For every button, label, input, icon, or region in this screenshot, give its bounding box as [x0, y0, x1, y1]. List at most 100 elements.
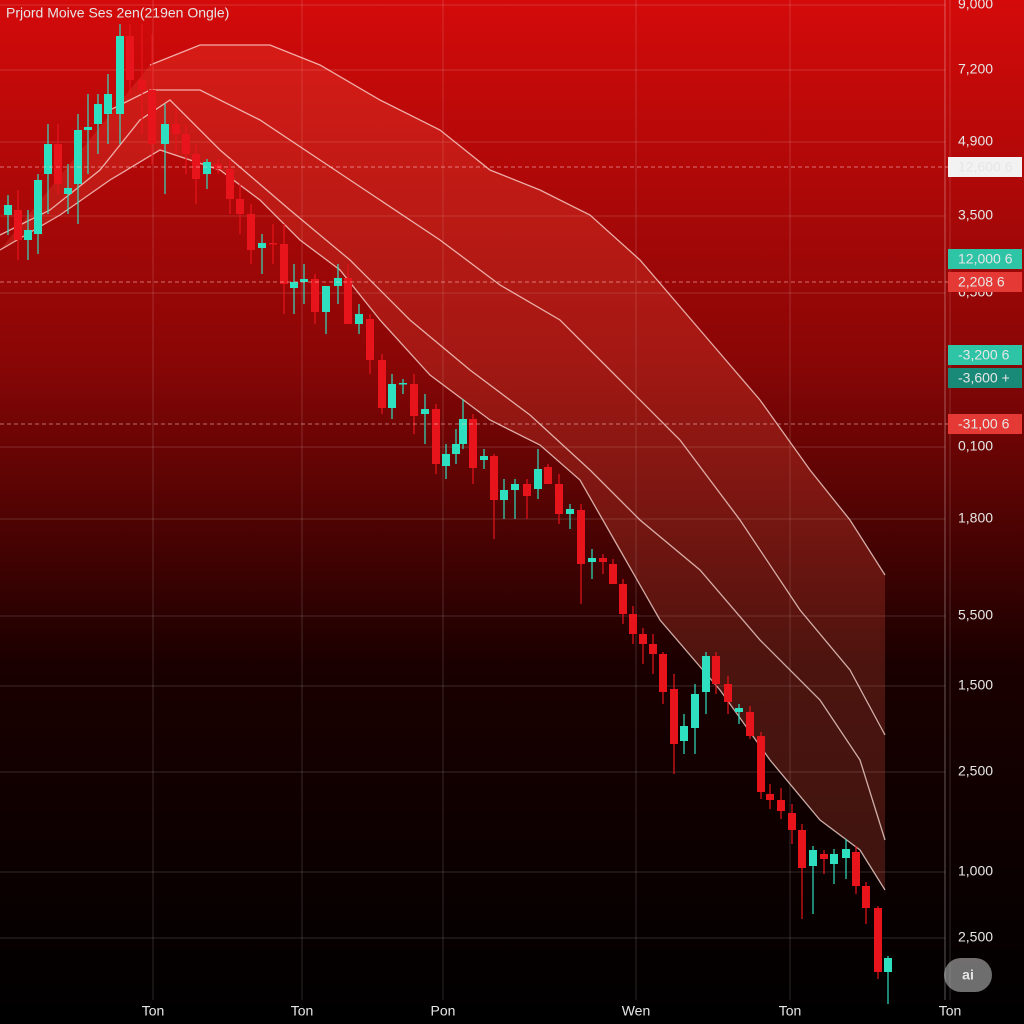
candle-body [344, 278, 352, 324]
candle-body [735, 708, 743, 712]
y-tick-label: 1,800 [958, 510, 993, 526]
candle-body [126, 36, 134, 80]
candle-body [566, 509, 574, 514]
y-tick-label: 4,900 [958, 133, 993, 149]
y-tick-label: 1,000 [958, 863, 993, 879]
y-tick-label: 7,200 [958, 61, 993, 77]
candle-body [366, 319, 374, 360]
y-tick-label: 2,500 [958, 929, 993, 945]
candle-body [226, 169, 234, 199]
watermark-badge [944, 958, 992, 992]
candle-body [34, 180, 42, 234]
candle-body [172, 124, 180, 134]
candle-body [555, 484, 563, 514]
y-tick-label: 1,500 [958, 677, 993, 693]
candle-body [639, 634, 647, 644]
candle-body [659, 654, 667, 692]
candle-body [830, 854, 838, 864]
candle-body [884, 958, 892, 972]
candle-body [355, 314, 363, 324]
price-tag-label: -3,200 6 [958, 347, 1010, 363]
candle-body [84, 127, 92, 130]
candle-body [874, 908, 882, 972]
y-tick-label: 9,000 [958, 0, 993, 12]
candle-body [724, 684, 732, 702]
candle-body [300, 279, 308, 282]
candle-body [24, 230, 32, 240]
candle-body [544, 467, 552, 484]
price-tag [948, 345, 1022, 365]
candle-body [161, 124, 169, 144]
candle-body [410, 384, 418, 416]
band-line [109, 89, 886, 736]
price-tag [948, 157, 1022, 177]
x-tick-label: Pon [431, 1003, 456, 1019]
candle-body [609, 564, 617, 584]
price-tag [948, 368, 1022, 388]
candle-body [148, 90, 156, 144]
candle-body [4, 205, 12, 215]
candle-body [421, 409, 429, 414]
candle-body [14, 210, 22, 240]
candle-body [469, 419, 477, 468]
candle-body [399, 383, 407, 385]
candle-body [712, 656, 720, 684]
candle-body [523, 484, 531, 496]
candle-body [452, 444, 460, 454]
candle-body [852, 852, 860, 886]
candle-body [757, 736, 765, 792]
candle-body [182, 134, 190, 154]
price-tag [948, 272, 1022, 292]
price-tag-label: 12,600 6 [958, 159, 1013, 175]
x-tick-label: Ton [779, 1003, 802, 1019]
candle-body [809, 850, 817, 866]
candle-body [691, 694, 699, 728]
candle-body [702, 656, 710, 692]
price-tag-label: 2,208 6 [958, 274, 1005, 290]
candle-body [766, 794, 774, 800]
x-tick-label: Ton [291, 1003, 314, 1019]
price-tag-label: -31,00 6 [958, 416, 1010, 432]
band-line [0, 99, 886, 841]
candle-body [44, 144, 52, 174]
candle-body [670, 689, 678, 744]
candle-body [378, 360, 386, 408]
y-tick-label: 3,500 [958, 207, 993, 223]
y-tick-label: 0,100 [958, 438, 993, 454]
chart-title: Prjord Moive Ses 2en(219en Ongle) [6, 5, 229, 21]
candle-body [74, 130, 82, 184]
candle-body [500, 490, 508, 500]
candle-body [54, 144, 62, 184]
candle-body [203, 162, 211, 174]
price-tag-label: 12,000 6 [958, 251, 1013, 267]
candle-body [862, 886, 870, 908]
candle-body [247, 214, 255, 250]
candle-body [459, 419, 467, 444]
candle-body [236, 199, 244, 214]
price-tag [948, 249, 1022, 269]
candle-body [649, 644, 657, 654]
candle-body [388, 384, 396, 408]
price-tag-label: -3,600 + [958, 370, 1010, 386]
band-line [149, 44, 886, 576]
candle-body [432, 409, 440, 464]
x-tick-label: Ton [142, 1003, 165, 1019]
candle-body [138, 80, 146, 90]
candle-body [629, 614, 637, 634]
candle-body [480, 456, 488, 460]
candle-body [116, 36, 124, 114]
candle-body [490, 456, 498, 500]
candle-body [788, 813, 796, 830]
x-tick-label: Wen [622, 1003, 651, 1019]
candle-body [746, 712, 754, 736]
candle-body [64, 188, 72, 194]
candle-body [280, 244, 288, 284]
candle-body [311, 279, 319, 312]
y-tick-label: 2,500 [958, 763, 993, 779]
candle-body [269, 243, 277, 245]
candle-body [680, 726, 688, 741]
candle-body [820, 854, 828, 859]
candle-body [599, 558, 607, 562]
